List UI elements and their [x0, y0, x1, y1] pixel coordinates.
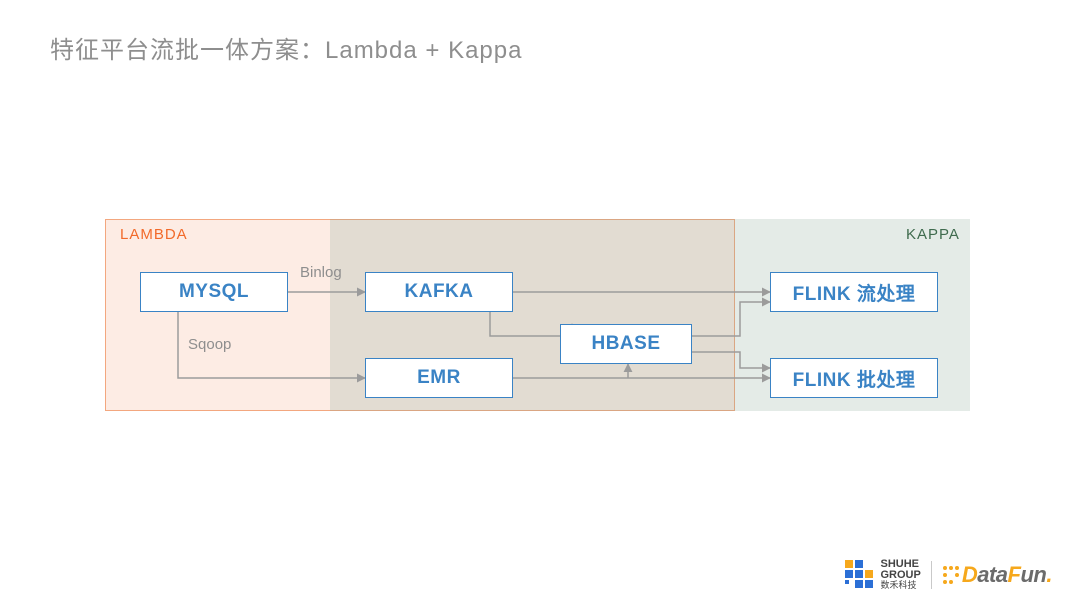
lambda-label: LAMBDA — [120, 226, 188, 243]
datafun-logo: DataFun. — [942, 562, 1052, 588]
datafun-ata: ata — [977, 562, 1007, 587]
datafun-f: F — [1008, 562, 1021, 587]
edge-label-binlog: Binlog — [300, 264, 342, 281]
node-flink-batch: FLINK 批处理 — [770, 358, 938, 398]
datafun-un: un — [1020, 562, 1046, 587]
shuhe-icon — [845, 560, 875, 590]
edge-label-sqoop: Sqoop — [188, 336, 231, 353]
kappa-label: KAPPA — [906, 226, 960, 243]
node-hbase: HBASE — [560, 324, 692, 364]
node-kafka: KAFKA — [365, 272, 513, 312]
shuhe-text-cn: 数禾科技 — [881, 581, 921, 590]
datafun-d: D — [962, 562, 977, 587]
node-mysql: MYSQL — [140, 272, 288, 312]
datafun-icon — [942, 565, 960, 585]
node-flink-stream: FLINK 流处理 — [770, 272, 938, 312]
node-emr: EMR — [365, 358, 513, 398]
footer: SHUHE GROUP 数禾科技 DataFun. — [845, 559, 1053, 590]
slide-title: 特征平台流批一体方案：Lambda + Kappa — [50, 30, 522, 65]
footer-divider — [931, 561, 932, 589]
datafun-dot: . — [1046, 562, 1052, 587]
shuhe-logo: SHUHE GROUP 数禾科技 — [845, 559, 921, 590]
